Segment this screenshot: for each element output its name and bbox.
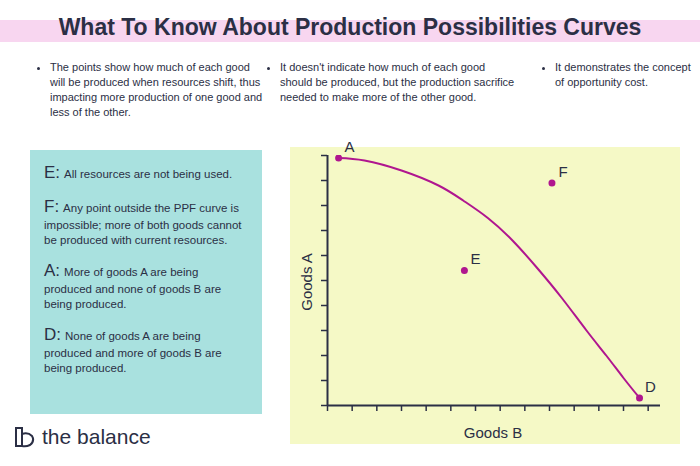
html-text:A: More of goods A are being p: A: More of goods A are being produced an… <box>44 261 222 311</box>
svg-text:E: E <box>470 250 480 267</box>
svg-text:F: F <box>558 163 567 180</box>
html-text:Goods B: Goods B <box>463 424 523 441</box>
svg-text:D: D <box>645 378 656 395</box>
html-text:D: None of goods A are being p: D: None of goods A are being produced an… <box>44 325 222 375</box>
html-text:It demonstrates the concept of: It demonstrates the concept of opportuni… <box>555 61 691 88</box>
html-text:It doesn't indicate how much o: It doesn't indicate how much of each goo… <box>280 61 515 103</box>
html-text:E: All resources are not being: E: All resources are not being used. <box>44 163 233 182</box>
html-text:The points show how much of ea: The points show how much of each good wi… <box>50 61 263 118</box>
html-text:F: Any point outside the PPF c: F: Any point outside the PPF curve is im… <box>44 197 242 247</box>
html-text:the balance: the balance <box>42 425 151 448</box>
html-text:Goods A: Goods A <box>297 253 315 311</box>
html-text:What To Know About Production: What To Know About Production Possibilit… <box>58 14 642 40</box>
svg-text:A: A <box>345 138 355 155</box>
